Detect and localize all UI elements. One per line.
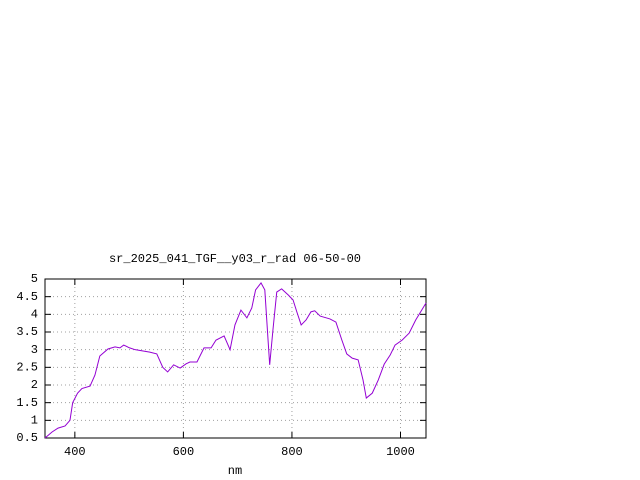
y-tick-label: 4 — [31, 308, 38, 322]
x-tick-label: 800 — [281, 445, 303, 459]
y-tick-label: 5 — [31, 272, 38, 286]
y-tick-label: 4.5 — [16, 290, 38, 304]
x-tick-label: 400 — [64, 445, 86, 459]
data-line — [44, 281, 427, 439]
x-axis-label: nm — [228, 464, 242, 478]
x-tick-label: 1000 — [386, 445, 415, 459]
x-tick-label: 600 — [173, 445, 195, 459]
y-tick-label: 3.5 — [16, 325, 38, 339]
chart-title: sr_2025_041_TGF__y03_r_rad 06-50-00 — [109, 252, 361, 266]
y-tick-label: 0.5 — [16, 431, 38, 445]
y-tick-label: 2 — [31, 378, 38, 392]
plot-border — [44, 278, 427, 439]
y-tick-label: 1 — [31, 414, 38, 428]
y-tick-label: 1.5 — [16, 396, 38, 410]
y-tick-label: 2.5 — [16, 361, 38, 375]
y-tick-label: 3 — [31, 343, 38, 357]
